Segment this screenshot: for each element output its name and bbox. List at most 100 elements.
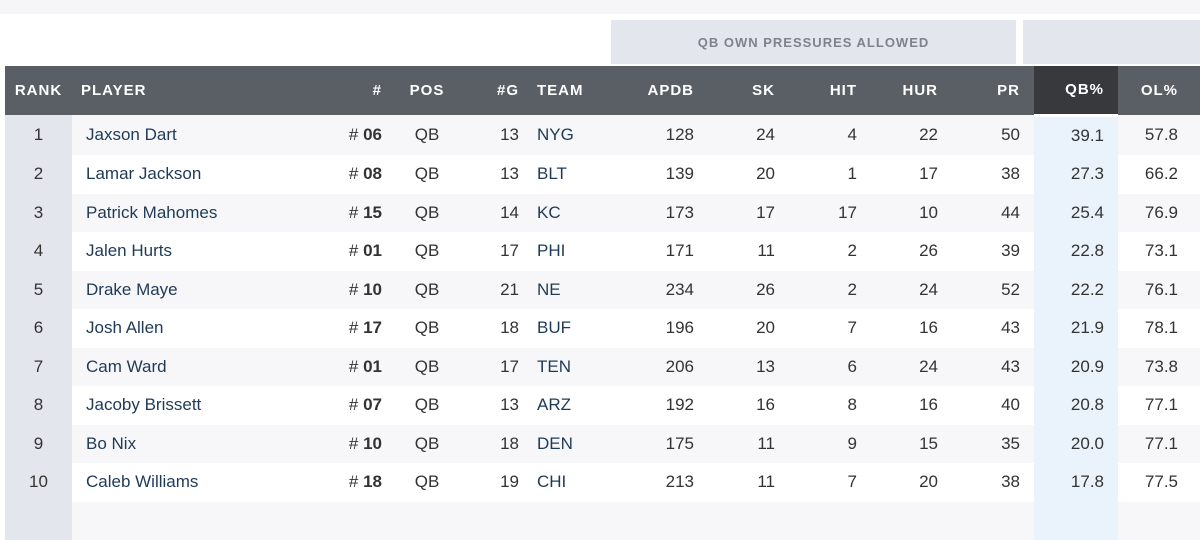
number-value: 01 <box>363 357 382 376</box>
qb-pct-cell: 22.2 <box>1034 271 1118 310</box>
col-hit[interactable]: HIT <box>789 66 871 115</box>
player-name-link[interactable]: Josh Allen <box>72 309 312 348</box>
col-team[interactable]: TEAM <box>527 66 602 115</box>
table-row-partial <box>5 502 1200 540</box>
rank-cell: 1 <box>5 115 72 155</box>
pressures-cell: 44 <box>952 194 1034 233</box>
number-value: 01 <box>363 241 382 260</box>
empty-cell <box>1034 502 1118 540</box>
number-prefix: # <box>349 125 358 144</box>
team-link[interactable]: TEN <box>527 348 602 387</box>
jersey-number: # 17 <box>312 309 397 348</box>
group-header-pressures: QB OWN PRESSURES ALLOWED <box>611 20 1016 64</box>
apdb-cell: 213 <box>602 463 708 502</box>
qb-pct-cell: 21.9 <box>1034 309 1118 348</box>
apdb-cell: 196 <box>602 309 708 348</box>
number-value: 15 <box>363 203 382 222</box>
number-value: 17 <box>363 318 382 337</box>
number-prefix: # <box>349 164 358 183</box>
qb-pct-cell: 20.8 <box>1034 386 1118 425</box>
ol-pct-cell: 76.9 <box>1118 194 1200 233</box>
col-number[interactable]: # <box>312 66 397 115</box>
col-pos[interactable]: POS <box>397 66 457 115</box>
team-link[interactable]: BLT <box>527 155 602 194</box>
qb-pct-cell: 17.8 <box>1034 463 1118 502</box>
rank-cell: 9 <box>5 425 72 464</box>
player-name-link[interactable]: Caleb Williams <box>72 463 312 502</box>
team-link[interactable]: PHI <box>527 232 602 271</box>
games-cell: 21 <box>457 271 527 310</box>
number-prefix: # <box>349 318 358 337</box>
team-link[interactable]: KC <box>527 194 602 233</box>
hits-cell: 17 <box>789 194 871 233</box>
col-sk[interactable]: SK <box>708 66 789 115</box>
player-name-link[interactable]: Bo Nix <box>72 425 312 464</box>
player-name-link[interactable]: Patrick Mahomes <box>72 194 312 233</box>
position-cell: QB <box>397 348 457 387</box>
player-name-link[interactable]: Cam Ward <box>72 348 312 387</box>
team-link[interactable]: NYG <box>527 115 602 155</box>
team-link[interactable]: ARZ <box>527 386 602 425</box>
sacks-cell: 11 <box>708 463 789 502</box>
rank-cell: 4 <box>5 232 72 271</box>
sacks-cell: 13 <box>708 348 789 387</box>
apdb-cell: 128 <box>602 115 708 155</box>
apdb-cell: 234 <box>602 271 708 310</box>
rank-cell: 10 <box>5 463 72 502</box>
apdb-cell: 173 <box>602 194 708 233</box>
rank-cell: 8 <box>5 386 72 425</box>
qb-pct-cell: 22.8 <box>1034 232 1118 271</box>
hurries-cell: 16 <box>871 386 952 425</box>
col-qb-pct[interactable]: QB% <box>1034 66 1118 115</box>
sacks-cell: 26 <box>708 271 789 310</box>
number-value: 10 <box>363 434 382 453</box>
col-pr[interactable]: PR <box>952 66 1034 115</box>
team-link[interactable]: BUF <box>527 309 602 348</box>
games-cell: 13 <box>457 155 527 194</box>
empty-cell <box>871 502 952 540</box>
number-prefix: # <box>349 203 358 222</box>
col-rank[interactable]: RANK <box>5 66 72 115</box>
col-hur[interactable]: HUR <box>871 66 952 115</box>
team-link[interactable]: NE <box>527 271 602 310</box>
empty-cell <box>952 502 1034 540</box>
position-cell: QB <box>397 425 457 464</box>
position-cell: QB <box>397 155 457 194</box>
jersey-number: # 07 <box>312 386 397 425</box>
col-apdb[interactable]: APDB <box>602 66 708 115</box>
player-name-link[interactable]: Drake Maye <box>72 271 312 310</box>
games-cell: 14 <box>457 194 527 233</box>
player-name-link[interactable]: Jalen Hurts <box>72 232 312 271</box>
number-value: 10 <box>363 280 382 299</box>
player-name-link[interactable]: Lamar Jackson <box>72 155 312 194</box>
col-ol-pct[interactable]: OL% <box>1118 66 1200 115</box>
number-value: 07 <box>363 395 382 414</box>
hurries-cell: 20 <box>871 463 952 502</box>
pressures-cell: 50 <box>952 115 1034 155</box>
ol-pct-cell: 76.1 <box>1118 271 1200 310</box>
sacks-cell: 11 <box>708 232 789 271</box>
empty-cell <box>1118 502 1200 540</box>
empty-cell <box>312 502 397 540</box>
col-games[interactable]: #G <box>457 66 527 115</box>
hurries-cell: 24 <box>871 271 952 310</box>
jersey-number: # 15 <box>312 194 397 233</box>
player-name-link[interactable]: Jacoby Brissett <box>72 386 312 425</box>
hits-cell: 7 <box>789 309 871 348</box>
hits-cell: 1 <box>789 155 871 194</box>
hurries-cell: 16 <box>871 309 952 348</box>
ol-pct-cell: 77.1 <box>1118 386 1200 425</box>
team-link[interactable]: CHI <box>527 463 602 502</box>
col-player[interactable]: PLAYER <box>72 66 312 115</box>
position-cell: QB <box>397 386 457 425</box>
jersey-number: # 06 <box>312 115 397 155</box>
sacks-cell: 11 <box>708 425 789 464</box>
player-name-link[interactable]: Jaxson Dart <box>72 115 312 155</box>
group-header-share <box>1023 20 1200 64</box>
apdb-cell: 171 <box>602 232 708 271</box>
ol-pct-cell: 77.1 <box>1118 425 1200 464</box>
games-cell: 19 <box>457 463 527 502</box>
team-link[interactable]: DEN <box>527 425 602 464</box>
